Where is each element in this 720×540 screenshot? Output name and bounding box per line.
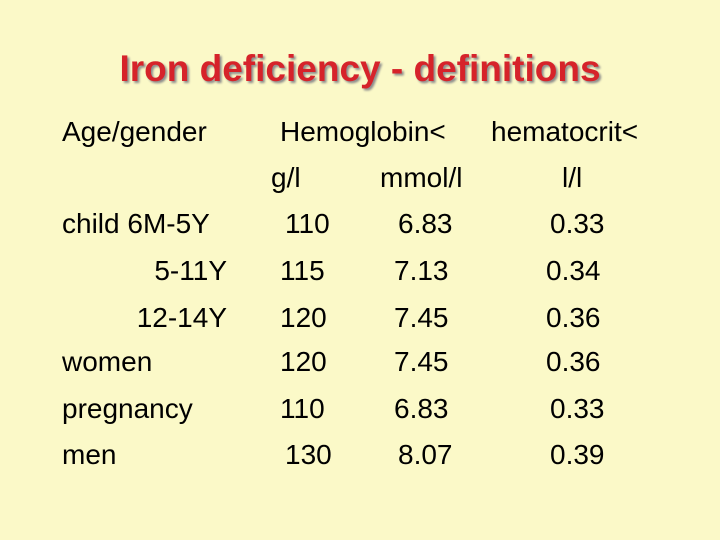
header-hemoglobin: Hemoglobin< xyxy=(280,116,446,147)
cell-hb-gl: 110 xyxy=(285,208,330,239)
cell-hb-mmol: 7.13 xyxy=(394,255,449,286)
cell-hb-gl: 110 xyxy=(280,393,325,424)
cell-hb-mmol: 6.83 xyxy=(394,393,449,424)
cell-hct: 0.33 xyxy=(550,393,605,424)
cell-hb-mmol: 8.07 xyxy=(398,439,453,470)
cell-hb-gl: 130 xyxy=(285,439,332,470)
row-label-5-11y: 5-11Y xyxy=(154,255,227,286)
unit-g-per-l: g/l xyxy=(271,162,301,193)
header-age-gender: Age/gender xyxy=(62,116,207,147)
cell-hb-gl: 115 xyxy=(280,255,325,286)
cell-hb-gl: 120 xyxy=(280,346,327,377)
cell-hct: 0.34 xyxy=(546,255,601,286)
row-label-pregnancy: pregnancy xyxy=(62,393,193,424)
row-label-men: men xyxy=(62,439,117,470)
cell-hct: 0.39 xyxy=(550,439,605,470)
cell-hb-gl: 120 xyxy=(280,302,327,333)
cell-hct: 0.36 xyxy=(546,346,601,377)
cell-hct: 0.36 xyxy=(546,302,601,333)
cell-hb-mmol: 7.45 xyxy=(394,302,449,333)
row-label-12-14y: 12-14Y xyxy=(136,302,227,333)
unit-mmol-per-l: mmol/l xyxy=(380,162,463,193)
unit-l-per-l: l/l xyxy=(562,162,583,193)
cell-hct: 0.33 xyxy=(550,208,605,239)
cell-hb-mmol: 6.83 xyxy=(398,208,453,239)
cell-hb-mmol: 7.45 xyxy=(394,346,449,377)
row-label-child: child 6M-5Y xyxy=(62,208,210,239)
header-hematocrit: hematocrit< xyxy=(491,116,639,147)
page-title: Iron deficiency - definitions xyxy=(119,48,601,89)
row-label-women: women xyxy=(62,346,153,377)
